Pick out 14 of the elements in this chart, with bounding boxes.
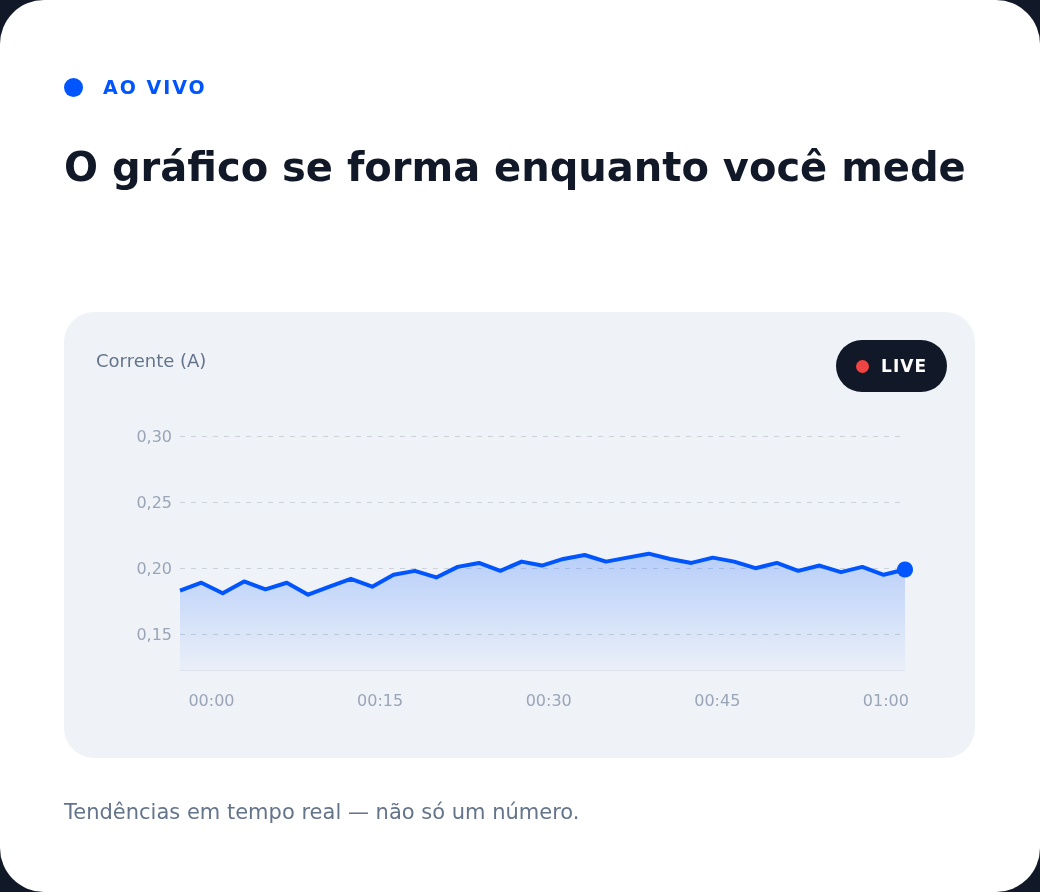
y-tick-label: 0,30 <box>136 426 172 446</box>
x-tick-label: 00:00 <box>188 690 235 710</box>
text: Tendências em tempo real — não só um número. <box>64 800 580 824</box>
y-axis-title: Corrente (A) <box>96 350 207 371</box>
y-tick-label: 0,20 <box>136 558 172 578</box>
text: AO VIVO <box>103 76 207 98</box>
x-tick-label: 00:15 <box>357 690 404 710</box>
x-tick-label: 01:00 <box>862 690 909 710</box>
chart-title: O gráfico se forma enquanto você mede <box>64 143 967 192</box>
y-tick-label: 0,25 <box>136 492 172 512</box>
y-tick-label: 0,15 <box>136 624 172 644</box>
x-tick-label: 00:45 <box>694 690 741 710</box>
x-tick-label: 00:30 <box>525 690 572 710</box>
text: LIVE <box>881 356 927 376</box>
